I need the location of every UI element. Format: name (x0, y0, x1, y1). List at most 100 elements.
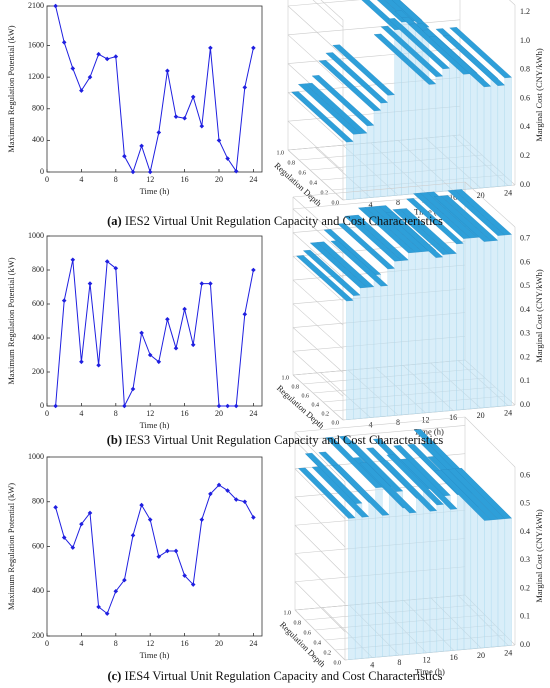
y-tick-label: 800 (32, 265, 44, 274)
surface-side (382, 514, 390, 657)
surface-side (504, 234, 512, 407)
data-point (104, 56, 110, 62)
depth-tick-label: 1.0 (284, 610, 292, 616)
surface-side (366, 125, 375, 199)
data-point (79, 359, 84, 365)
surface-side (428, 250, 437, 413)
data-point (147, 169, 153, 175)
surface-cell (386, 454, 444, 506)
x-tick-label: 20 (215, 175, 223, 184)
surface-side (389, 485, 397, 657)
y-tick-label: 400 (32, 135, 44, 144)
surface-side (456, 243, 464, 411)
grid-line (294, 581, 346, 632)
surface-cell (318, 60, 382, 112)
plot-frame (46, 235, 263, 407)
grid-line (292, 303, 344, 350)
surface-cell (291, 91, 354, 143)
data-point (199, 281, 205, 286)
x-axis-title: Time (h) (140, 186, 170, 196)
caption-text: IES4 Virtual Unit Regulation Capacity an… (124, 669, 442, 683)
data-point (147, 517, 153, 522)
data-point (70, 66, 76, 71)
surface-cell (351, 214, 409, 261)
surface-side (463, 73, 471, 190)
data-point (113, 266, 119, 271)
z-axis-title: Marginal Cost (CNY/kWh) (534, 509, 544, 603)
y-tick-label: 800 (32, 104, 44, 113)
z-tick-label: 0.2 (520, 352, 530, 361)
surface-cell (379, 460, 438, 512)
data-point (87, 74, 93, 80)
surface-side (353, 133, 361, 200)
surface-cell (385, 211, 444, 258)
data-point (53, 403, 58, 409)
surface-side (380, 102, 388, 197)
data-point (96, 362, 101, 368)
surface-cell (325, 437, 383, 488)
x-tick-label: 16 (449, 193, 457, 202)
grid-line (294, 525, 346, 576)
surface-side (449, 60, 457, 191)
z-tick-label: 0.6 (520, 257, 530, 266)
data-point (251, 267, 256, 273)
surface-side (415, 251, 423, 414)
data-point (139, 330, 144, 336)
data-point (104, 611, 110, 616)
data-point (70, 257, 76, 263)
grid-line (287, 34, 344, 86)
surface-side (497, 84, 505, 187)
z-tick-label: 0.0 (520, 400, 530, 409)
surface-cell (387, 18, 450, 70)
axis-edge (320, 0, 344, 21)
data-point (216, 482, 222, 488)
y-tick-label: 600 (32, 541, 44, 550)
surface-cell (302, 249, 361, 296)
x-axis-title: Time (h) (415, 666, 445, 676)
surface-cell (428, 36, 492, 88)
x-tick-label: 4 (369, 420, 373, 429)
x-tick-label: 20 (215, 409, 223, 418)
x-axis-title: Time (h) (414, 206, 444, 216)
x-tick-label: 24 (249, 175, 257, 184)
grid-line (287, 149, 344, 201)
data-point (165, 317, 170, 322)
axis-edge (292, 181, 466, 198)
data-point (61, 40, 67, 45)
surface-side (435, 75, 443, 193)
data-point (53, 505, 58, 510)
data-point (225, 403, 230, 409)
depth-tick-label: 0.2 (322, 411, 330, 417)
x-axis-title: Time (h) (140, 650, 170, 660)
surface-side (484, 519, 492, 648)
data-point (130, 533, 136, 538)
x-tick-label: 20 (215, 639, 223, 648)
surface-side (457, 493, 465, 651)
y-tick-label: 2100 (28, 1, 44, 10)
surface-side (387, 94, 395, 197)
data-point (190, 582, 196, 587)
grid-line (292, 279, 344, 326)
x-tick-label: 16 (181, 175, 189, 184)
x-tick-label: 12 (146, 175, 154, 184)
axis-edge (464, 181, 516, 228)
z-tick-label: 0.6 (520, 470, 530, 479)
caption: (a) IES2 Virtual Unit Regulation Capacit… (107, 214, 443, 228)
data-point (156, 130, 162, 135)
data-point (165, 68, 170, 74)
surface-cell (311, 466, 370, 518)
z-tick-label: 0.0 (520, 180, 530, 189)
surface-side (470, 72, 478, 190)
x-tick-label: 4 (369, 200, 373, 209)
data-point (173, 345, 179, 351)
grid-line (292, 327, 344, 373)
y-tick-label: 800 (32, 497, 44, 506)
z-tick-label: 0.5 (520, 499, 530, 508)
grid-line (294, 468, 346, 519)
x-tick-label: 24 (504, 188, 512, 197)
depth-tick-label: 0.4 (310, 180, 318, 186)
data-point (79, 88, 84, 93)
data-point (104, 259, 110, 264)
grid-line (287, 5, 344, 57)
